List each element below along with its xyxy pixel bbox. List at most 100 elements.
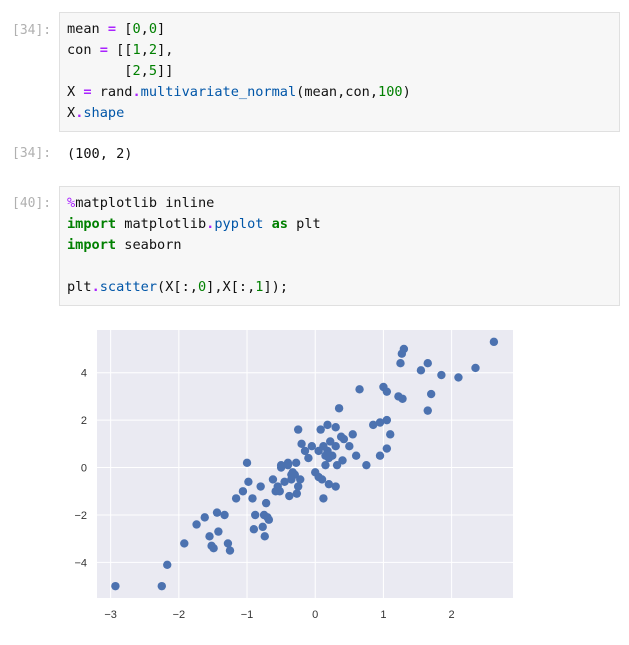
scatter-point — [382, 444, 392, 453]
scatter-point — [338, 456, 347, 465]
scatter-point — [268, 475, 278, 484]
scatter-point — [423, 406, 432, 415]
code-token: con — [67, 42, 100, 58]
scatter-point — [336, 432, 346, 441]
scatter-point — [192, 520, 201, 529]
scatter-point — [426, 389, 436, 399]
scatter-point — [225, 546, 235, 555]
code-token: 2 — [132, 63, 141, 79]
code-token: import — [67, 216, 117, 232]
scatter-point — [317, 475, 327, 484]
scatter-point — [212, 508, 222, 517]
scatter-point — [293, 482, 303, 491]
code-token: 2 — [148, 42, 158, 58]
code-token: import — [67, 237, 117, 253]
code-token: = — [83, 84, 92, 100]
scatter-point — [163, 560, 172, 569]
scatter-point — [244, 477, 253, 486]
scatter-point — [324, 479, 334, 489]
code-line: plt.scatter(X[:,0],X[:,1]); — [67, 277, 612, 298]
code-token: ], — [157, 42, 174, 58]
scatter-point — [200, 513, 209, 522]
code-token: . — [132, 84, 141, 100]
code-cell-1[interactable]: mean = [0,0] con = [[1,2], [2,5]] X = rand… — [59, 12, 620, 132]
scatter-point — [316, 425, 325, 434]
scatter-point — [423, 359, 432, 368]
scatter-point — [348, 430, 357, 439]
y-tick-label: −2 — [74, 510, 87, 522]
scatter-point — [332, 460, 342, 470]
code-token: 0 — [132, 21, 141, 37]
y-axis-ticks: −4 −2 0 2 4 — [74, 368, 87, 570]
scatter-point — [398, 394, 407, 403]
scatter-point — [416, 366, 426, 375]
x-tick-label: 2 — [449, 609, 455, 621]
scatter-point — [157, 581, 166, 591]
code-token: plt — [288, 216, 321, 232]
code-token: [ — [116, 21, 133, 37]
scatter-point — [214, 527, 223, 536]
scatter-point — [260, 532, 269, 541]
code-token: 100 — [378, 84, 403, 100]
scatter-point — [375, 451, 385, 460]
scatter-plot: −3 −2 −1 0 1 2 −4 −2 0 2 4 — [74, 330, 513, 621]
scatter-point — [261, 498, 271, 508]
scatter-point — [276, 460, 286, 470]
scatter-point — [334, 404, 344, 413]
code-token: X — [67, 84, 84, 100]
input-prompt-2: [40]: — [12, 196, 52, 211]
code-editor-2[interactable]: %matplotlib inline import matplotlib.pypl… — [60, 187, 619, 304]
scatter-point — [249, 525, 259, 534]
scatter-points — [111, 337, 499, 591]
grid-lines — [97, 330, 513, 598]
output-prompt-1: [34]: — [12, 146, 52, 161]
code-cell-2[interactable]: %matplotlib inline import matplotlib.pypl… — [59, 186, 620, 306]
scatter-point — [251, 510, 260, 520]
code-token: 5 — [148, 63, 158, 79]
code-token: 1 — [255, 279, 264, 295]
code-token: % — [67, 195, 76, 211]
scatter-point — [331, 423, 340, 432]
code-token: [[ — [107, 42, 133, 58]
y-tick-label: 4 — [81, 368, 87, 380]
code-line: import matplotlib.pyplot as plt — [67, 214, 612, 235]
code-token: , — [140, 21, 149, 37]
code-token: = — [107, 21, 117, 37]
code-token: seaborn — [116, 237, 182, 253]
scatter-point — [258, 522, 267, 532]
y-tick-label: 0 — [81, 463, 87, 475]
scatter-point — [300, 446, 310, 456]
scatter-point — [283, 458, 293, 468]
code-token: ) — [402, 84, 411, 100]
scatter-point — [231, 494, 241, 503]
code-token: matplotlib — [116, 216, 207, 232]
code-line: con = [[1,2], — [67, 40, 612, 61]
y-tick-label: −4 — [74, 557, 87, 569]
scatter-point — [396, 359, 405, 368]
x-tick-label: −2 — [173, 609, 186, 621]
plot-area — [97, 330, 513, 598]
scatter-point — [205, 532, 214, 541]
code-token: ]); — [263, 279, 289, 295]
scatter-point — [307, 442, 317, 451]
scatter-point — [382, 415, 392, 425]
code-token: ],X[:, — [206, 279, 256, 295]
code-line: import seaborn — [67, 235, 612, 256]
scatter-point — [375, 418, 385, 427]
code-line: mean = [0,0] — [67, 19, 612, 40]
code-line: X.shape — [67, 103, 612, 124]
scatter-point — [351, 451, 361, 460]
scatter-point — [399, 344, 409, 354]
x-tick-label: 1 — [380, 609, 386, 621]
code-editor-1[interactable]: mean = [0,0] con = [[1,2], [2,5]] X = rand… — [60, 13, 619, 130]
scatter-point — [321, 451, 330, 460]
code-token: . — [206, 216, 215, 232]
scatter-point — [292, 489, 302, 498]
scatter-point — [285, 491, 294, 501]
code-token: , — [140, 63, 149, 79]
scatter-point — [180, 539, 189, 548]
code-token: (mean,con, — [296, 84, 379, 100]
code-line: [2,5]] — [67, 61, 612, 82]
scatter-point — [386, 430, 395, 439]
scatter-point — [220, 510, 229, 520]
